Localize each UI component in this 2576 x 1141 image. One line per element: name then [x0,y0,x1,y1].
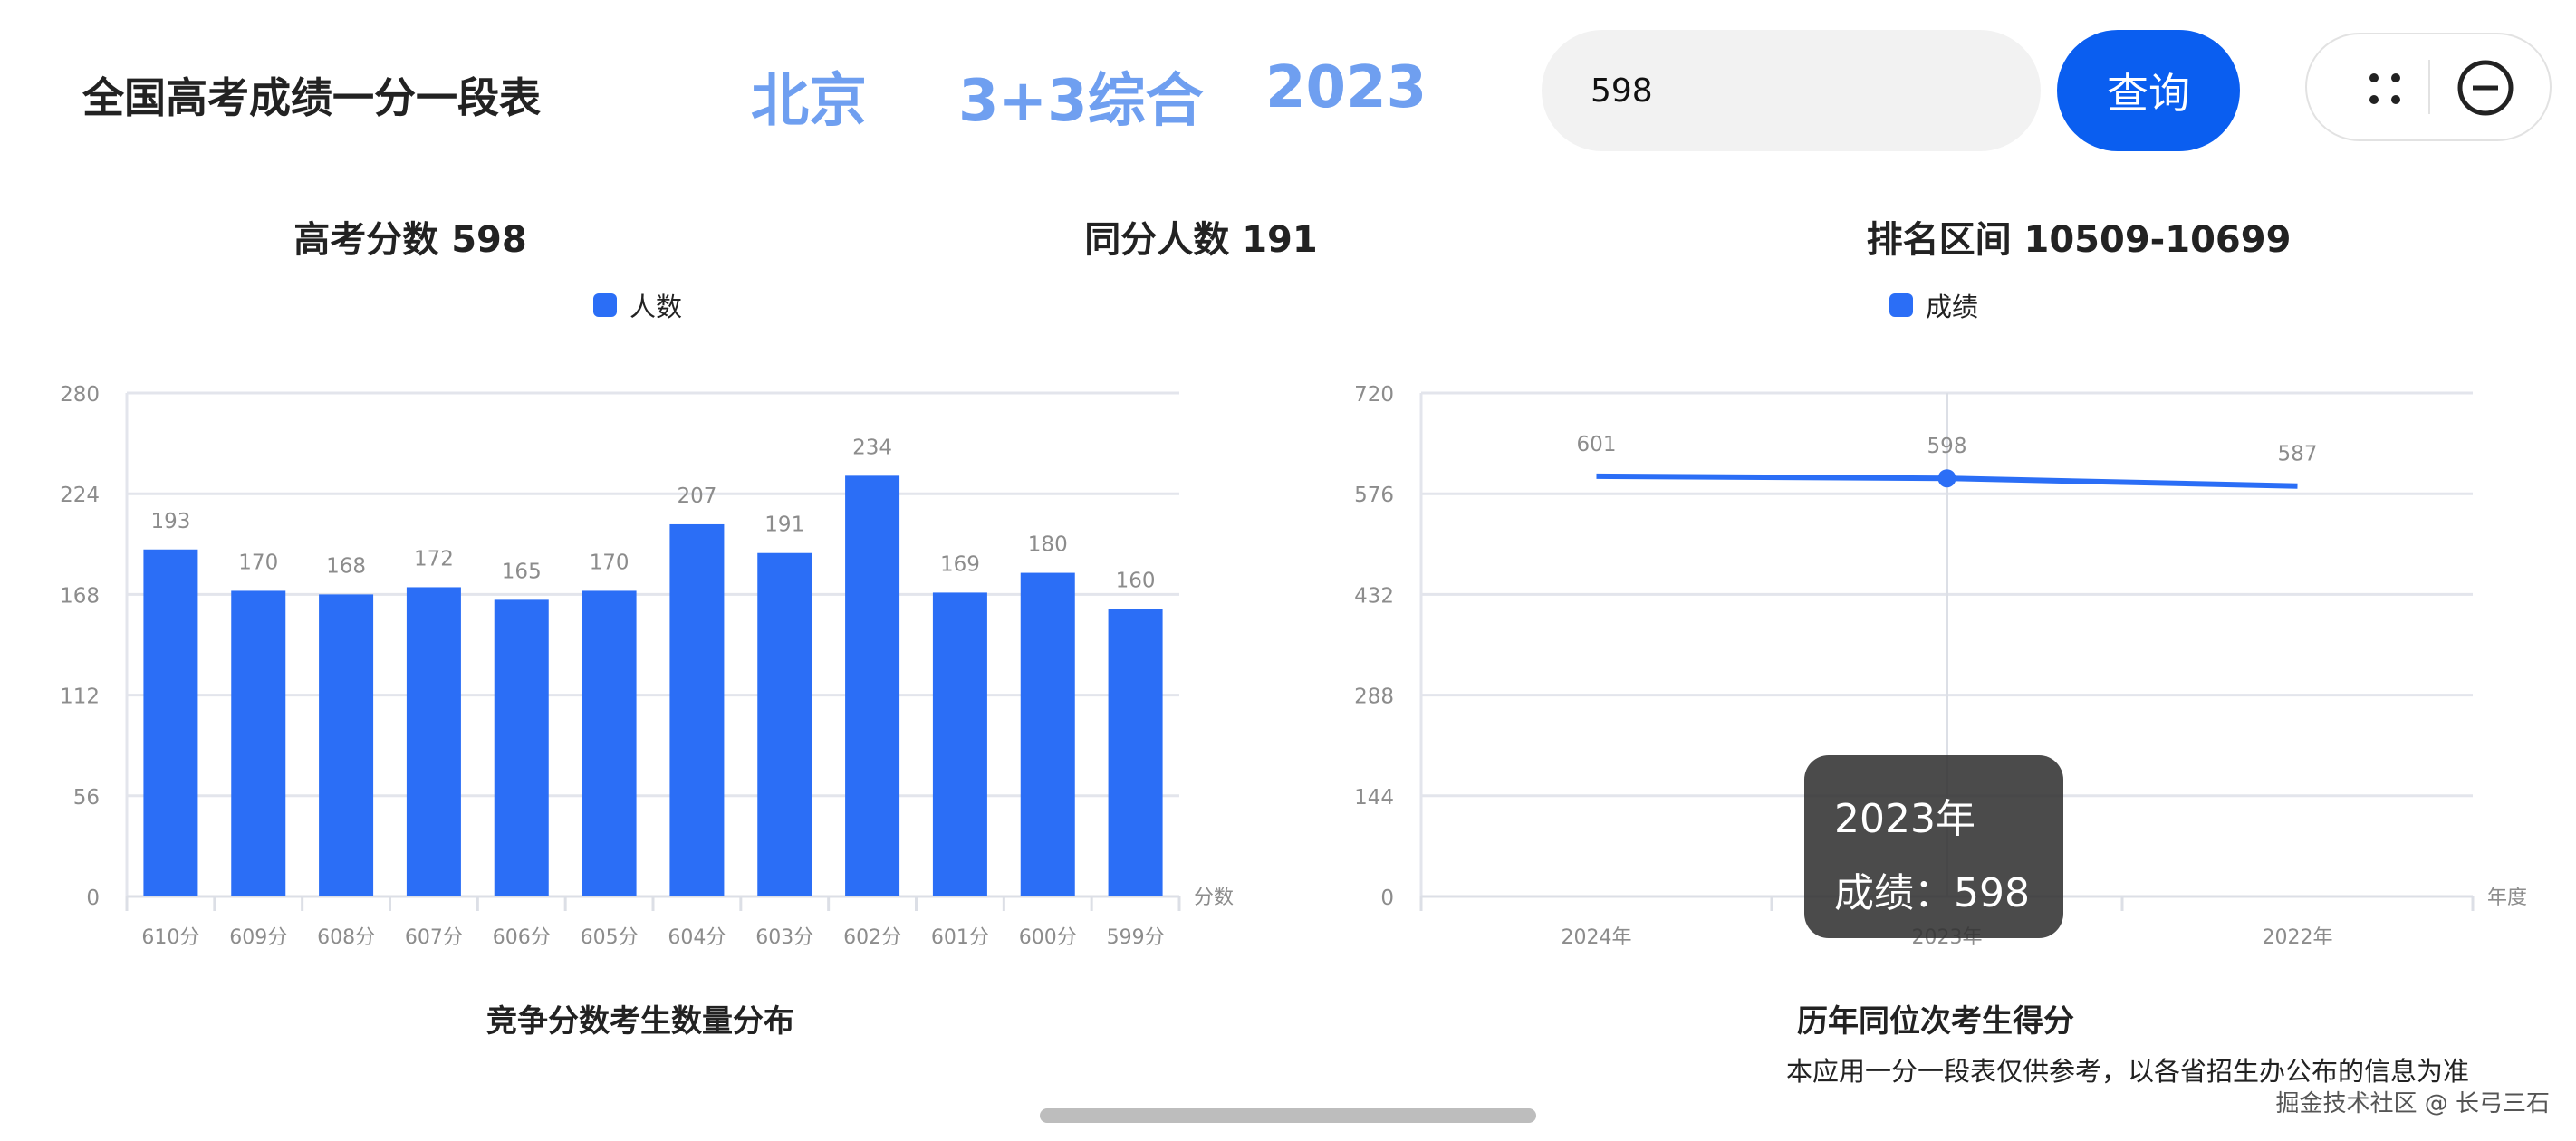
y-tick-label: 168 [60,584,100,608]
bar-value-label: 165 [502,560,542,583]
x-tick-label: 599分 [1107,926,1165,949]
bar [757,552,812,896]
x-tick-label: 2022年 [2263,926,2333,949]
bar [406,587,461,896]
rank-range-stat: 排名区间 10509-10699 [1866,219,2292,261]
bar [319,594,374,896]
bar [494,599,549,896]
x-tick-label: 609分 [229,926,287,949]
x-tick-label: 602分 [843,926,901,949]
x-tick-label: 600分 [1019,926,1077,949]
bar [669,523,725,896]
bar [1108,609,1163,896]
y-tick-label: 224 [60,484,100,507]
line-legend[interactable]: 成绩 [1889,286,1978,324]
home-indicator[interactable] [1040,1108,1536,1123]
bar-value-label: 207 [677,484,716,508]
bar-value-label: 234 [852,436,892,459]
point-value-label: 587 [2278,443,2318,466]
watermark: 掘金技术社区 @ 长弓三石 [2275,1090,2550,1117]
y-tick-label: 0 [86,887,100,910]
legend-label: 成绩 [1926,292,1979,322]
y-tick-label: 56 [73,786,100,810]
y-tick-label: 0 [1380,887,1394,910]
more-dots-icon[interactable] [2358,62,2412,116]
subject-filter[interactable]: 3+3综合 [958,68,1204,135]
bar-value-label: 193 [150,510,190,533]
app-title: 全国高考成绩一分一段表 [82,73,541,122]
bar-value-label: 170 [590,551,630,574]
province-filter[interactable]: 北京 [751,68,867,135]
y-tick-label: 432 [1354,584,1394,608]
bar-value-label: 169 [940,552,980,576]
bar [845,475,900,896]
y-tick-label: 144 [1354,786,1394,810]
point-value-label: 598 [1927,435,1967,458]
bar-value-label: 172 [414,547,454,570]
disclaimer: 本应用一分一段表仅供参考，以各省招生办公布的信息为准 [1786,1056,2470,1087]
bar-legend[interactable]: 人数 [593,286,682,324]
bar-value-label: 168 [326,554,366,578]
y-tick-label: 720 [1354,383,1394,407]
bar [143,549,198,896]
legend-label: 人数 [630,292,683,322]
bar-value-label: 180 [1028,533,1068,557]
year-filter[interactable]: 2023 [1265,54,1427,121]
point-value-label: 601 [1577,433,1617,456]
legend-swatch [1889,293,1913,317]
x-tick-label: 606分 [493,926,551,949]
x-axis-label: 年度 [2487,887,2527,909]
query-button[interactable]: 查询 [2057,30,2240,151]
score-stat: 高考分数 598 [293,219,527,261]
bar-value-label: 170 [238,551,278,574]
legend-swatch [593,293,617,317]
bar-value-label: 191 [764,513,804,537]
x-tick-label: 603分 [755,926,813,949]
y-tick-label: 288 [1354,686,1394,709]
y-tick-label: 576 [1354,484,1394,507]
bar [231,590,286,896]
close-circle-icon[interactable] [2456,58,2515,118]
x-tick-label: 607分 [405,926,463,949]
bar-chart-title: 竞争分数考生数量分布 [486,1003,794,1040]
bar [582,590,637,896]
line-chart-title: 历年同位次考生得分 [1797,1003,2074,1040]
x-tick-label: 608分 [317,926,375,949]
bar [1020,572,1075,896]
x-tick-label: 601分 [931,926,989,949]
x-tick-label: 2024年 [1562,926,1632,949]
active-point [1937,469,1956,488]
score-input[interactable] [1542,30,2041,151]
x-tick-label: 610分 [141,926,199,949]
y-tick-label: 280 [60,383,100,407]
chart-tooltip: 2023年 成绩：598 [1804,755,2063,938]
mini-program-capsule [2305,33,2552,141]
tooltip-title: 2023年 [1834,796,1975,842]
bar [932,592,987,896]
same-count-stat: 同分人数 191 [1084,219,1318,261]
capsule-divider [2428,60,2430,114]
x-tick-label: 604分 [668,926,726,949]
bar-value-label: 160 [1116,569,1156,592]
tooltip-value: 成绩：598 [1834,870,2030,916]
x-tick-label: 605分 [581,926,639,949]
y-tick-label: 112 [60,686,100,709]
x-axis-label: 分数 [1194,887,1234,909]
